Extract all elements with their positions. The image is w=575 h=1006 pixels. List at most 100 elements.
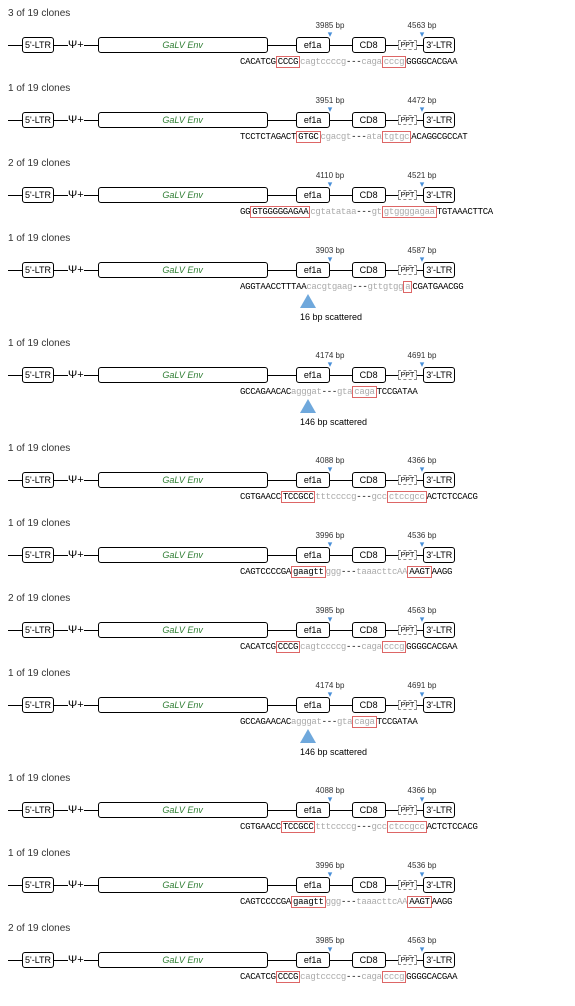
seq-segment: ggg [326,567,341,577]
connector-line [54,960,68,961]
seq-segment: ACTCTCCACG [427,492,478,502]
seq-segment: ctccgcc [387,491,427,503]
connector-line [84,270,98,271]
ppt-box: PPT [398,550,418,560]
sequence-row: TCCTCTAGACTGTGCcgacgt---atatgtgcACAGGCGC… [240,132,567,142]
seq-segment: AAGT [407,566,431,578]
bp-labels: 3996 bp4536 bp▾▾ [8,861,567,875]
cd8-box: CD8 [352,622,386,638]
sequence-row: CAGTCCCCGAgaagttggg---taaacttcAAAAGTAAGG [240,897,567,907]
connector-line [268,885,296,886]
seq-segment: CAGTCCCCGA [240,897,291,907]
seq-segment: --- [346,642,361,652]
ef1a-box: ef1a [296,37,330,53]
ppt-box: PPT [398,475,418,485]
diagram-root: 3 of 19 clones 3985 bp4563 bp▾▾ 5'-LTR Ψ+ Ga… [8,8,567,982]
ltr3-box: 3'-LTR [423,112,455,128]
seq-segment: taaacttcAA [356,897,407,907]
connector-line [84,480,98,481]
seq-segment: cccg [382,641,406,653]
ef1a-box: ef1a [296,697,330,713]
triangle-icon [300,294,316,308]
connector-line [84,375,98,376]
clone-1: 1 of 19 clones3951 bp4472 bp▾▾5'-LTRΨ+Ga… [8,83,567,142]
arrow-down-icon: ▾ [420,689,425,700]
ppt-box: PPT [398,955,418,965]
seq-segment: agggat [291,717,322,727]
connector-line [268,630,296,631]
clone-label: 1 of 19 clones [8,338,567,349]
arrow-down-icon: ▾ [420,359,425,370]
seq-segment: CCCG [276,641,300,653]
connector-line [54,480,68,481]
seq-segment: cagtccccg [300,972,346,982]
clone-6: 1 of 19 clones3996 bp4536 bp▾▾5'-LTRΨ+Ga… [8,518,567,577]
connector-line [330,120,352,121]
ltr5-box: 5'-LTR [22,952,54,968]
ltr3-box: 3'-LTR [423,697,455,713]
connector-line [330,810,352,811]
connector-line [84,195,98,196]
seq-segment: gt [372,207,382,217]
seq-segment: ACAGGCGCCAT [411,132,467,142]
clone-label: 1 of 19 clones [8,83,567,94]
connector-line [84,885,98,886]
seq-segment: --- [346,57,361,67]
construct-row: 5'-LTRΨ+GaLV Envef1aCD8PPT3'-LTR [8,695,567,715]
sequence-row: CACATCGCCCGcagtccccg---cagacccgGGGGCACGA… [240,57,567,67]
arrow-down-icon: ▾ [328,614,333,625]
seq-segment: tgtgc [382,131,412,143]
seq-segment: CGTGAACC [240,492,281,502]
seq-segment: ACTCTCCACG [427,822,478,832]
ltr3-box: 3'-LTR [423,472,455,488]
clone-label: 3 of 19 clones [8,8,567,19]
connector-line [54,630,68,631]
seq-segment: CCCG [276,56,300,68]
arrow-down-icon: ▾ [328,944,333,955]
bp-labels: 3985 bp4563 bp▾▾ [8,936,567,950]
connector-line [84,555,98,556]
seq-segment: gcc [372,492,387,502]
seq-segment: CGATGAACGG [412,282,463,292]
arrow-down-icon: ▾ [420,29,425,40]
seq-segment: --- [356,207,371,217]
ltr3-box: 3'-LTR [423,952,455,968]
clone-label: 1 of 19 clones [8,668,567,679]
bp-labels: 4088 bp4366 bp▾▾ [8,456,567,470]
seq-segment: gttgtgg [368,282,404,292]
galv-box: GaLV Env [98,877,268,893]
connector-line [330,270,352,271]
clone-9: 1 of 19 clones4088 bp4366 bp▾▾5'-LTRΨ+Ga… [8,773,567,832]
psi-symbol: Ψ+ [68,954,84,966]
ef1a-box: ef1a [296,262,330,278]
connector-line [386,120,398,121]
connector-line [386,375,398,376]
cd8-box: CD8 [352,697,386,713]
scatter-label: 146 bp scattered [300,747,367,757]
connector-line [54,705,68,706]
connector-line [84,630,98,631]
connector-line [54,45,68,46]
construct-row: 5'-LTRΨ+GaLV Envef1aCD8PPT3'-LTR [8,470,567,490]
seq-segment: TCCGATAA [377,717,418,727]
seq-segment: --- [341,567,356,577]
connector-line [268,195,296,196]
connector-line [268,555,296,556]
seq-segment: GCCAGAACAC [240,717,291,727]
connector-line [386,480,398,481]
arrow-down-icon: ▾ [420,104,425,115]
connector-line [330,480,352,481]
galv-box: GaLV Env [98,622,268,638]
connector-line [84,810,98,811]
seq-segment: cgtatataa [310,207,356,217]
seq-segment: --- [341,897,356,907]
clone-label: 1 of 19 clones [8,233,567,244]
seq-segment: ata [366,132,381,142]
seq-segment: TCCGCC [281,821,316,833]
seq-segment: AGGTAACCTTTAA [240,282,306,292]
ltr5-box: 5'-LTR [22,622,54,638]
scatter-annotation: 146 bp scattered [300,729,420,757]
seq-segment: taaacttcAA [356,567,407,577]
connector-line [54,195,68,196]
ef1a-box: ef1a [296,547,330,563]
